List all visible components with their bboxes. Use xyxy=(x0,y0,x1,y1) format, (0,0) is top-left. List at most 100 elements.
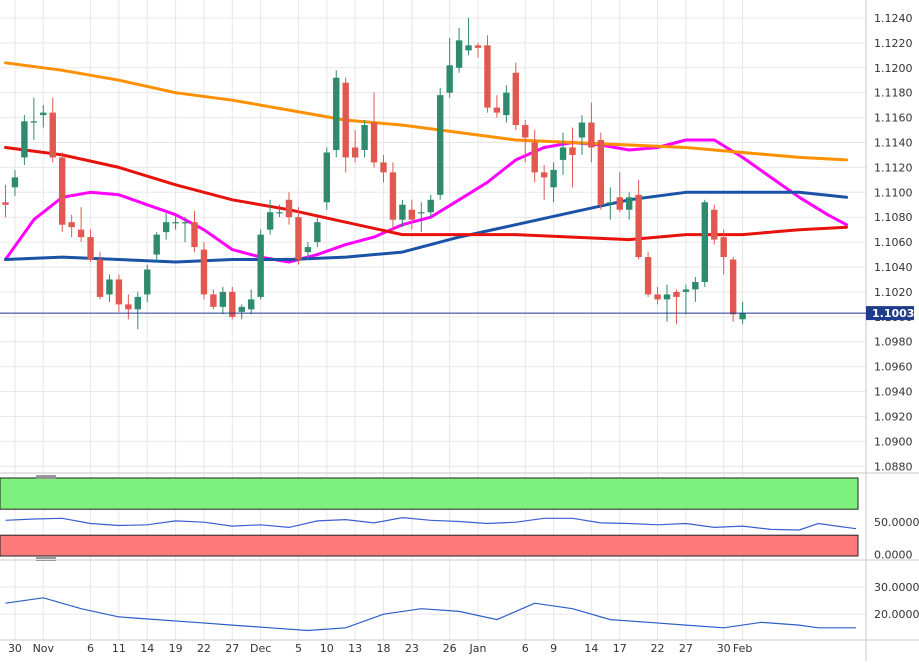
candle xyxy=(257,229,264,300)
candle xyxy=(314,217,321,248)
candle-body xyxy=(210,294,217,307)
indicator-panel-2 xyxy=(5,597,856,632)
candle xyxy=(200,242,208,300)
candle xyxy=(692,276,699,302)
candle xyxy=(597,132,605,210)
candle-body xyxy=(162,222,170,233)
candle-body xyxy=(465,45,472,51)
candle-body xyxy=(304,247,312,253)
candle-body xyxy=(682,289,690,292)
candle-body xyxy=(59,157,66,225)
candle xyxy=(370,92,378,168)
candle xyxy=(380,154,387,183)
candle xyxy=(285,192,293,225)
candle xyxy=(607,187,614,220)
candle-body xyxy=(323,152,330,203)
candle xyxy=(210,289,217,310)
candle xyxy=(181,217,189,243)
candle-body xyxy=(172,222,179,224)
candle-body xyxy=(153,234,160,255)
candle xyxy=(96,252,104,300)
candle-body xyxy=(77,229,85,238)
y-tick-label: 1.1240 xyxy=(874,12,913,25)
moving-average-line xyxy=(4,138,848,264)
candlestick-series xyxy=(2,17,746,330)
candle-body xyxy=(285,199,293,218)
candle-body xyxy=(219,291,227,307)
candle-body xyxy=(663,294,671,300)
candle xyxy=(626,192,633,220)
candle-body xyxy=(276,212,283,214)
y-tick-label: 1.0920 xyxy=(874,410,913,423)
candle-body xyxy=(125,304,132,310)
candle-body xyxy=(68,222,75,228)
candle xyxy=(351,130,359,163)
x-tick-label: 11 xyxy=(112,642,126,655)
candle-body xyxy=(248,299,255,310)
candle xyxy=(304,242,312,260)
candle-body xyxy=(200,249,208,295)
candle xyxy=(40,105,47,128)
panel-resize-handle xyxy=(36,478,56,479)
candle-body xyxy=(427,199,434,213)
candle xyxy=(399,199,406,228)
y-tick-label: 1.1060 xyxy=(874,236,913,249)
x-tick-label: 13 xyxy=(348,642,362,655)
candle-body xyxy=(40,112,47,116)
candle-body xyxy=(484,45,491,108)
indicator-2-tick-label: 30.0000 xyxy=(874,581,919,594)
y-tick-label: 1.1220 xyxy=(874,37,913,50)
candle xyxy=(559,132,567,175)
candle xyxy=(87,229,94,263)
panel-resize-handle xyxy=(36,557,56,559)
indicator-band xyxy=(0,477,859,510)
candle xyxy=(408,199,416,230)
candle xyxy=(588,102,595,163)
x-tick-label: 27 xyxy=(225,642,239,655)
candle xyxy=(229,286,236,320)
candle xyxy=(522,120,529,163)
candle xyxy=(2,184,9,218)
candle xyxy=(144,264,151,302)
indicator-panel-1 xyxy=(0,477,859,557)
candle xyxy=(333,70,340,158)
moving-average-line xyxy=(4,190,848,264)
y-tick-label: 1.0900 xyxy=(874,435,913,448)
candle xyxy=(49,97,56,163)
x-tick-label: 5 xyxy=(295,642,302,655)
indicator-2-line xyxy=(5,597,856,632)
candle xyxy=(342,77,349,173)
indicator-band xyxy=(0,534,859,557)
x-tick-label: Nov xyxy=(33,642,55,655)
candle xyxy=(323,147,330,210)
candle xyxy=(125,294,132,320)
candle xyxy=(162,213,170,240)
x-tick-label: 14 xyxy=(140,642,154,655)
candle-body xyxy=(588,122,595,148)
candle-body xyxy=(238,306,245,312)
y-tick-label: 1.0940 xyxy=(874,386,913,399)
x-tick-label: 22 xyxy=(651,642,665,655)
candle-body xyxy=(654,294,661,300)
candle-body xyxy=(257,234,264,297)
y-tick-label: 1.0880 xyxy=(874,460,913,473)
candle-body xyxy=(134,296,141,310)
x-tick-label: 30 xyxy=(8,642,22,655)
candle-body xyxy=(389,172,397,220)
x-tick-label: 10 xyxy=(320,642,334,655)
x-tick-label: 22 xyxy=(197,642,211,655)
candle xyxy=(578,115,586,155)
price-tag-label: 1.1003 xyxy=(872,307,914,320)
candle-body xyxy=(701,202,708,282)
y-tick-label: 1.1040 xyxy=(874,261,913,274)
x-tick-label: 17 xyxy=(613,642,627,655)
candle-body xyxy=(266,212,274,230)
candle xyxy=(720,229,727,275)
candle-body xyxy=(522,125,529,138)
x-tick-label: 6 xyxy=(522,642,529,655)
x-tick-label: 30 xyxy=(717,642,731,655)
candle-body xyxy=(229,291,236,317)
x-tick-label: 9 xyxy=(550,642,557,655)
candle xyxy=(361,120,368,158)
candle-body xyxy=(474,45,482,48)
